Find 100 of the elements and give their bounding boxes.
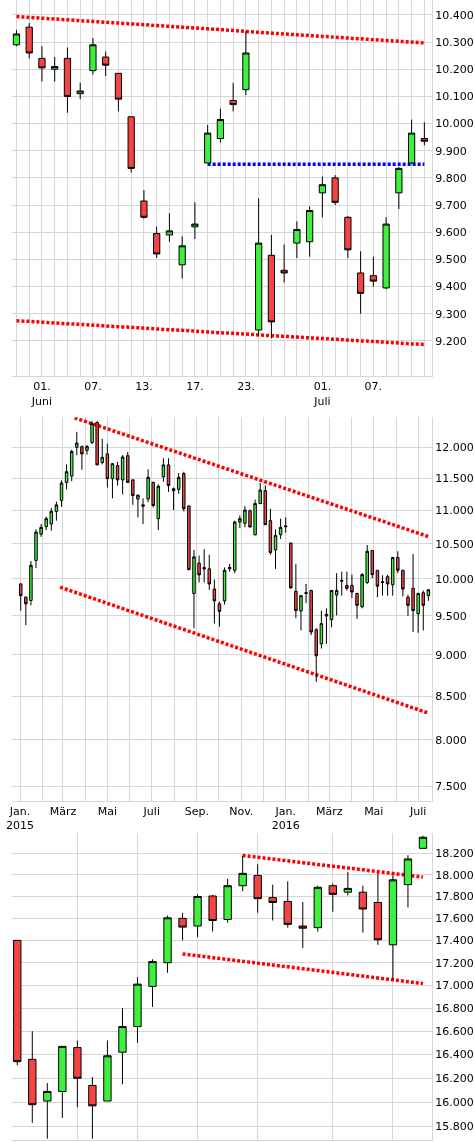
y-tick-label: 10.300	[435, 35, 474, 49]
y-tick-label: 17.600	[435, 912, 474, 926]
candlestick	[102, 51, 110, 77]
candlestick	[407, 119, 416, 165]
candlestick	[298, 901, 307, 949]
candlestick	[127, 116, 135, 173]
candlestick	[313, 885, 322, 933]
candlestick	[289, 542, 293, 589]
candlestick	[12, 29, 21, 47]
x-tick-label: 17.	[186, 380, 204, 394]
y-tick-label: 7.500	[435, 780, 467, 794]
y-tick-label: 10.100	[435, 90, 474, 104]
y-tick-label: 9.500	[435, 609, 467, 623]
candlestick	[178, 235, 186, 279]
candlestick	[73, 1040, 82, 1108]
candlestick	[267, 234, 276, 339]
candlestick	[43, 1082, 52, 1140]
y-tick-label: 9.800	[435, 171, 467, 185]
line-series	[180, 952, 425, 986]
candlestick	[420, 121, 428, 146]
x-tick-label: Juli	[409, 804, 427, 818]
y-tick-label: 16.400	[435, 1048, 474, 1062]
x-tick-label: Mai	[364, 804, 384, 818]
y-tick-label: 8.000	[435, 733, 467, 747]
x-tick-label: Sep.	[184, 804, 210, 818]
y-tick-label: 16.600	[435, 1025, 474, 1039]
candlestick	[238, 855, 247, 892]
x-tick-label: Jan. 2015	[6, 804, 35, 833]
y-tick-label: 9.600	[435, 226, 467, 240]
y-tick-label: 17.800	[435, 890, 474, 904]
candlestick	[229, 82, 237, 112]
candlestick	[54, 501, 59, 522]
line-series	[240, 853, 425, 879]
y-tick-label: 16.800	[435, 1001, 474, 1015]
y-tick-label: 10.200	[435, 63, 474, 77]
x-tick-label: Jan. 2016	[271, 804, 300, 833]
candlestick	[103, 1040, 112, 1102]
y-tick-label: 10.000	[435, 117, 474, 131]
candlestick	[418, 835, 428, 849]
candlestick	[18, 582, 23, 612]
candlestick	[334, 572, 339, 616]
candlestick	[153, 226, 161, 259]
candlestick	[324, 607, 329, 645]
y-tick-label: 9.500	[435, 253, 467, 267]
candlestick	[191, 201, 199, 240]
y-tick-label: 17.000	[435, 979, 474, 993]
candlestick	[212, 579, 217, 625]
y-tick-label: 16.000	[435, 1096, 474, 1110]
candlestick	[148, 958, 157, 1008]
candlestick	[369, 256, 377, 288]
x-tick-label: 07.	[364, 380, 383, 394]
candlestick	[208, 894, 217, 933]
candlestick	[51, 56, 59, 82]
candlestick	[163, 915, 172, 974]
candlestick	[343, 871, 353, 896]
candlestick	[13, 939, 22, 1066]
x-tick-label: 23.	[237, 380, 255, 394]
candlestick	[64, 463, 69, 490]
candlestick	[114, 72, 123, 112]
candlestick	[293, 220, 301, 259]
candlestick	[278, 518, 283, 540]
candlestick	[118, 1007, 127, 1085]
candlestick	[28, 1030, 37, 1124]
y-tick-label: 9.000	[435, 648, 467, 662]
y-tick-label: 10.500	[435, 537, 474, 551]
y-tick-label: 18.200	[435, 847, 474, 861]
candlestick	[373, 872, 383, 946]
x-tick-label: März	[316, 804, 343, 818]
candlestick	[217, 601, 222, 628]
candlestick	[63, 47, 72, 114]
candlestick	[38, 45, 46, 82]
candlestick	[166, 457, 171, 493]
x-tick-label: Nov.	[229, 804, 254, 818]
candlestick	[375, 569, 380, 598]
y-tick-label: 12.000	[435, 441, 474, 455]
candlestick	[358, 885, 368, 934]
candlestick	[165, 212, 174, 243]
candlestick	[141, 497, 145, 525]
candlestick	[76, 82, 84, 100]
candlestick	[268, 508, 273, 556]
line-series	[14, 319, 427, 347]
candlestick	[328, 883, 337, 913]
candlestick	[193, 893, 202, 938]
candlestick	[268, 884, 277, 922]
line-series	[14, 14, 427, 45]
candlestick	[357, 250, 365, 315]
y-tick-label: 15.800	[435, 1120, 474, 1134]
candlestick	[223, 878, 232, 924]
y-tick-label: 9.400	[435, 280, 467, 294]
x-tick-label: 07.	[84, 380, 102, 394]
y-tick-label: 9.900	[435, 144, 467, 158]
candlestick	[344, 215, 352, 259]
x-tick-label: März	[49, 804, 77, 818]
candlestick	[115, 461, 120, 487]
candlestick	[306, 205, 314, 258]
candlestick	[58, 1045, 67, 1119]
candlestick	[283, 880, 292, 929]
y-tick-label: 17.200	[435, 956, 474, 970]
candlestick	[382, 216, 390, 290]
y-tick-label: 17.400	[435, 934, 474, 948]
